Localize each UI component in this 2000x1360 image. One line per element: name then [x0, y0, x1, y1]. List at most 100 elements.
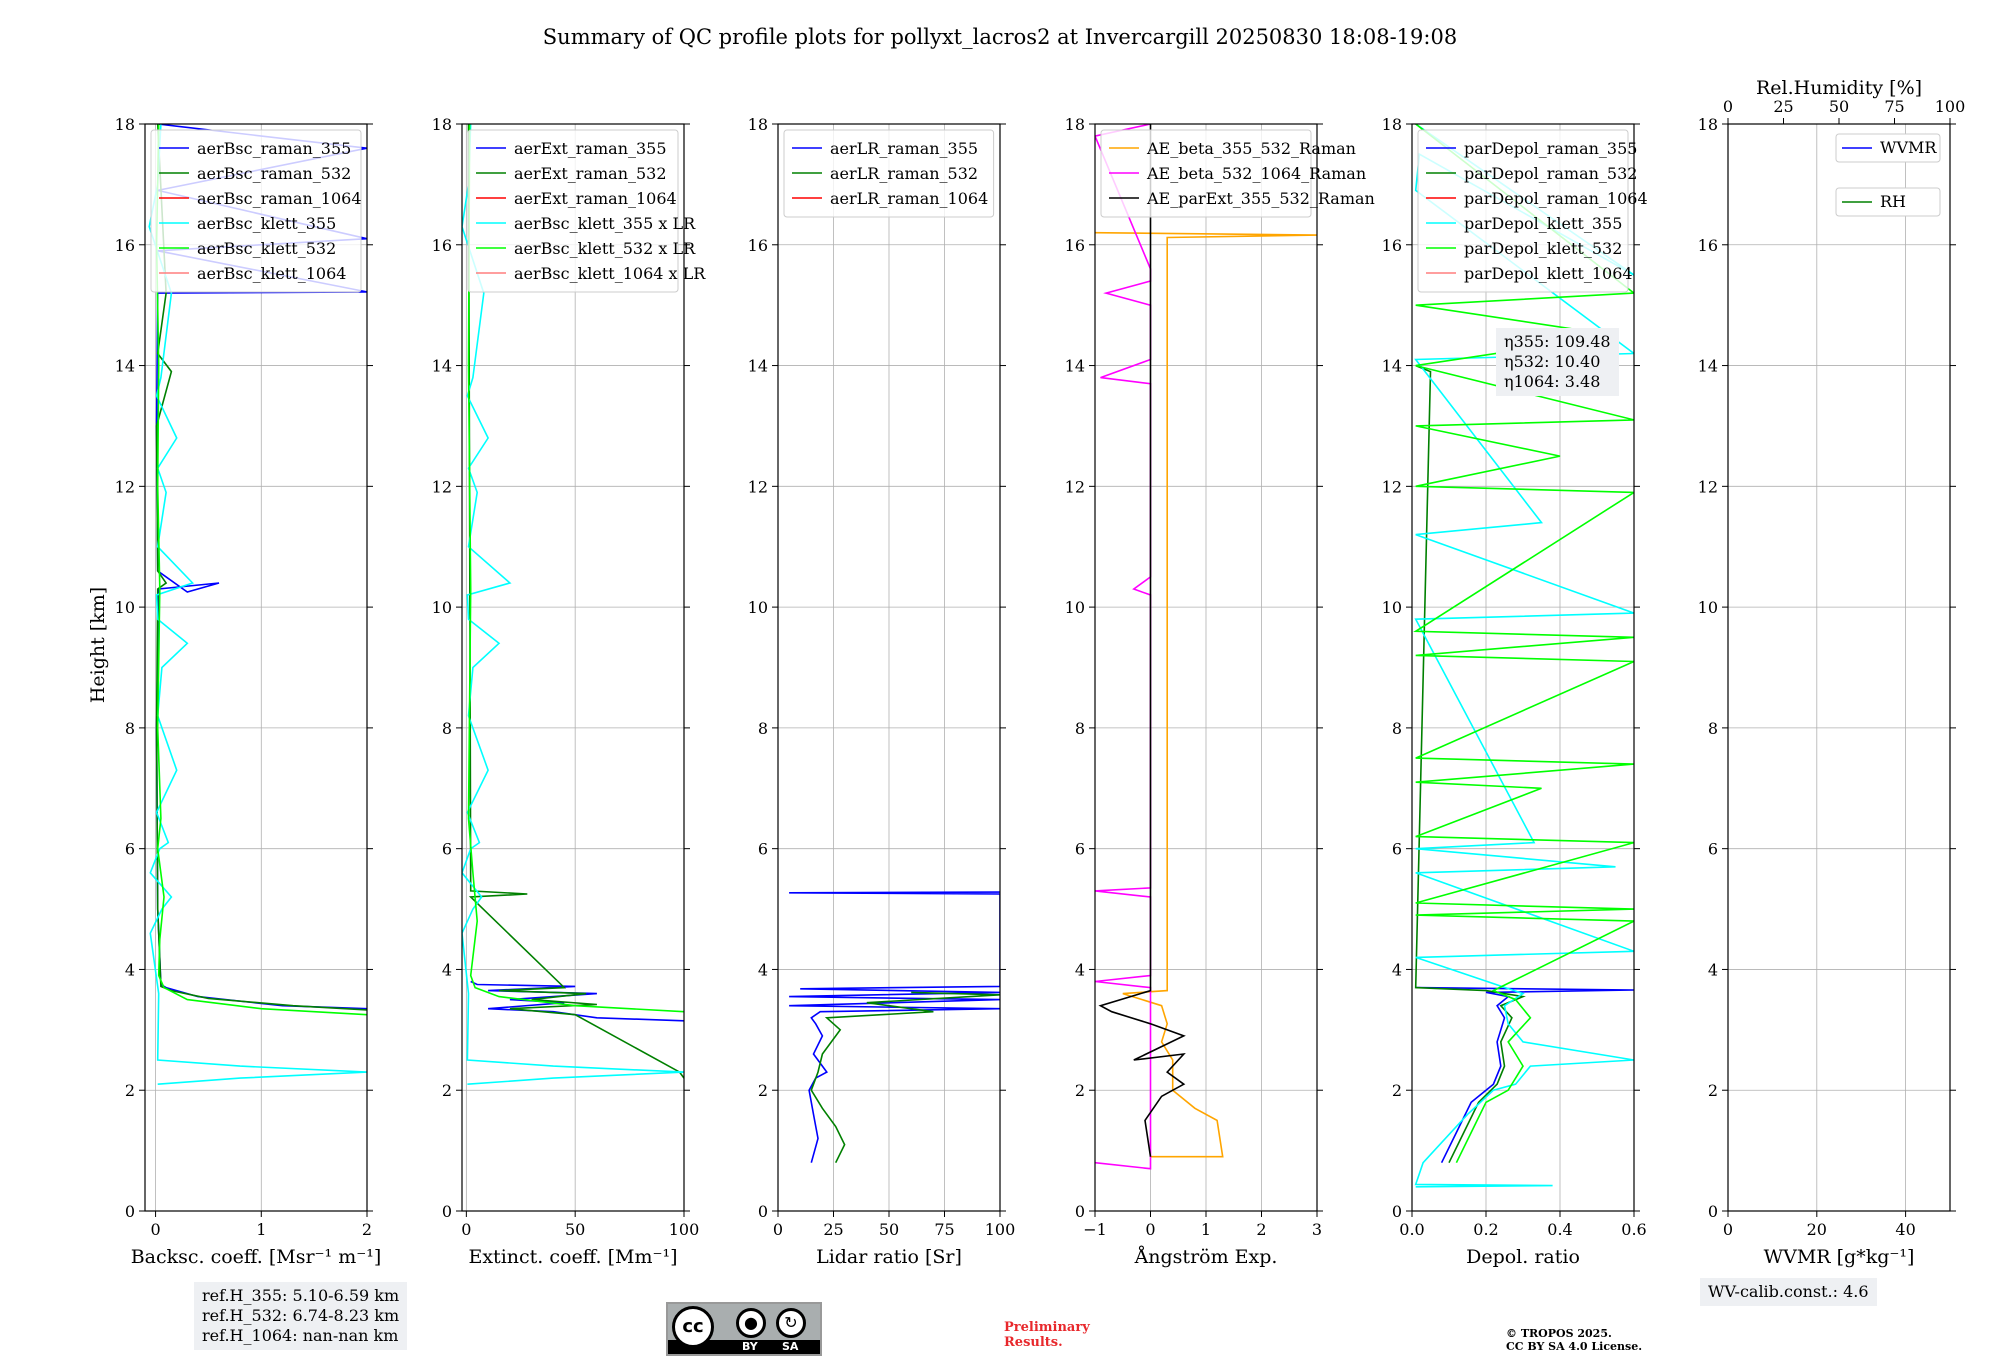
x-tick-label-0: −1: [1083, 1220, 1107, 1239]
cc-by-sa-badge: cc ● ↻ BY SA: [666, 1302, 822, 1356]
y-tick-label-4: 8: [1708, 719, 1718, 738]
x-axis-label: Depol. ratio: [1466, 1246, 1580, 1268]
y-tick-label-5: 10: [1065, 598, 1085, 617]
x2-tick-label-0: 0: [1723, 97, 1733, 116]
x2-tick-label-3: 75: [1884, 97, 1904, 116]
ref-height-355: ref.H_355: 5.10-6.59 km: [202, 1286, 400, 1305]
eta-532: η532: 10.40: [1504, 352, 1601, 371]
x-tick-label-2: 0.4: [1547, 1220, 1572, 1239]
series-line-1-3: [148, 124, 367, 1085]
y-tick-label-5: 10: [115, 598, 135, 617]
y-tick-label-0: 0: [1075, 1202, 1085, 1221]
y-tick-label-3: 6: [1392, 840, 1402, 859]
y-tick-label-4: 8: [125, 719, 135, 738]
y-tick-label-7: 14: [748, 357, 768, 376]
legend-label-3: parDepol_klett_355: [1464, 214, 1622, 233]
series-line-5-3: [1414, 124, 1634, 1188]
preliminary-notice: Preliminary Results.: [1004, 1320, 1090, 1350]
x-tick-label-2: 50: [879, 1220, 899, 1239]
y-tick-label-8: 16: [1065, 236, 1085, 255]
y-tick-label-9: 18: [432, 115, 452, 134]
y-tick-label-3: 6: [1708, 840, 1718, 859]
series-line-5-1: [1414, 364, 1526, 1164]
x-tick-label-2: 1: [1201, 1220, 1211, 1239]
x-tick-label-1: 50: [565, 1220, 585, 1239]
series-line-4-2: [1098, 124, 1186, 1157]
x-tick-label-3: 0.6: [1621, 1220, 1646, 1239]
y-tick-label-2: 4: [758, 960, 768, 979]
legend-box: [150, 129, 362, 293]
x-tick-label-0: 0.0: [1399, 1220, 1424, 1239]
y-tick-label-9: 18: [1698, 115, 1718, 134]
legend-label-2: AE_parExt_355_532_Raman: [1146, 189, 1375, 208]
legend-label-1: parDepol_raman_532: [1464, 164, 1637, 183]
axes-frame: [144, 123, 368, 1212]
x-tick-label-1: 25: [823, 1220, 843, 1239]
y-tick-label-8: 16: [432, 236, 452, 255]
legend-label-0: aerExt_raman_355: [514, 139, 667, 158]
legend-label-5: aerBsc_klett_1064: [197, 264, 346, 283]
cc-share-icon: ↻: [776, 1308, 806, 1338]
legend-label-1: RH: [1880, 192, 1906, 211]
legend-label-4: aerBsc_klett_532: [197, 239, 336, 258]
legend-label-0: AE_beta_355_532_Raman: [1146, 139, 1356, 158]
y-tick-label-8: 16: [1698, 236, 1718, 255]
x2-tick-label-1: 25: [1773, 97, 1793, 116]
axes-frame: [1727, 123, 1951, 1212]
y-tick-label-3: 6: [1075, 840, 1085, 859]
y-tick-label-9: 18: [115, 115, 135, 134]
series-line-4-1: [1095, 124, 1152, 1170]
y-tick-label-4: 8: [442, 719, 452, 738]
legend-box-1: [1835, 187, 1941, 217]
y-tick-label-2: 4: [442, 960, 452, 979]
x-axis-label: Lidar ratio [Sr]: [816, 1246, 962, 1268]
y-tick-label-2: 4: [1075, 960, 1085, 979]
legend-label-2: parDepol_raman_1064: [1464, 189, 1648, 208]
wv-calib-text: WV-calib.const.: 4.6: [1708, 1282, 1869, 1301]
series-line-3-1: [810, 991, 1000, 1164]
y-tick-label-4: 8: [758, 719, 768, 738]
panel-3: 0 25 50 75 100 Lidar ratio [Sr] 0 2 4 6 8 10 12 14 16 1…: [748, 115, 1016, 1268]
preliminary-line-2: Results.: [1004, 1335, 1063, 1350]
x-tick-label-4: 3: [1312, 1220, 1322, 1239]
x-tick-label-1: 0.2: [1473, 1220, 1498, 1239]
y-tick-label-6: 12: [432, 477, 452, 496]
series-line-4-0: [1095, 231, 1317, 1158]
x-tick-label-2: 2: [362, 1220, 372, 1239]
legend-label-3: aerBsc_klett_355 x LR: [514, 214, 696, 233]
series-line-1-1: [155, 124, 367, 1011]
copyright-line-2: CC BY SA 4.0 License.: [1506, 1340, 1643, 1353]
legend-label-1: aerBsc_raman_532: [197, 164, 351, 183]
legend-label-0: WVMR: [1880, 138, 1937, 157]
y-tick-label-5: 10: [748, 598, 768, 617]
y-tick-label-5: 10: [432, 598, 452, 617]
eta-355: η355: 109.48: [1504, 332, 1611, 351]
y-tick-label-0: 0: [1708, 1202, 1718, 1221]
x-axis-label: WVMR [g*kg⁻¹]: [1764, 1246, 1915, 1268]
x-tick-label-1: 1: [256, 1220, 266, 1239]
x2-tick-label-4: 100: [1935, 97, 1966, 116]
y-tick-label-0: 0: [125, 1202, 135, 1221]
y-tick-label-2: 4: [1708, 960, 1718, 979]
series-line-1-0: [155, 124, 367, 1010]
y-tick-label-1: 2: [442, 1081, 452, 1100]
legend-label-0: parDepol_raman_355: [1464, 139, 1637, 158]
legend-label-5: parDepol_klett_1064: [1464, 264, 1633, 283]
axes-frame: [1411, 123, 1635, 1212]
legend-box-0: [1835, 133, 1941, 163]
figure-title: Summary of QC profile plots for pollyxt_…: [543, 25, 1457, 49]
legend-label-4: aerBsc_klett_532 x LR: [514, 239, 696, 258]
y-tick-label-0: 0: [1392, 1202, 1402, 1221]
series-line-2-1: [467, 124, 684, 1079]
ref-heights-box: ref.H_355: 5.10-6.59 km ref.H_532: 6.74-…: [194, 1282, 408, 1350]
ref-height-1064: ref.H_1064: nan-nan km: [202, 1326, 399, 1345]
shared-ylabel: Height [km]: [87, 587, 109, 703]
x-tick-label-0: 0: [773, 1220, 783, 1239]
y-tick-label-3: 6: [758, 840, 768, 859]
y-tick-label-3: 6: [442, 840, 452, 859]
x-axis-label: Ångström Exp.: [1134, 1246, 1278, 1268]
